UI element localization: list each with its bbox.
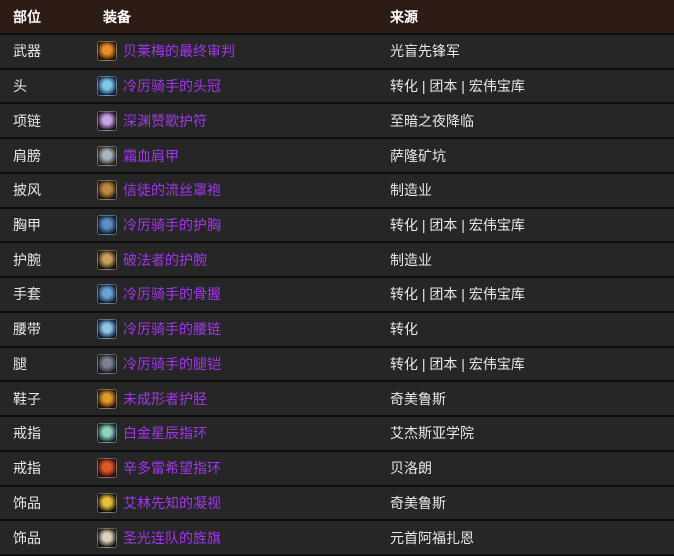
item-link[interactable]: 白金星辰指环 (123, 425, 207, 442)
slot-cell: 头 (13, 78, 27, 95)
column-header-source: 来源 (390, 8, 418, 25)
bracers-icon[interactable] (97, 249, 117, 270)
source-cell: 元首阿福扎恩 (390, 529, 474, 546)
item-link[interactable]: 冷厉骑手的腰链 (123, 321, 221, 338)
item-link[interactable]: 未成形者护胫 (123, 390, 207, 407)
item-link[interactable]: 破法者的护腕 (123, 251, 207, 268)
slot-cell: 胸甲 (13, 217, 41, 234)
slot-cell: 披风 (13, 182, 41, 199)
item-link[interactable]: 艾林先知的凝视 (123, 494, 221, 511)
item-cell: 白金星辰指环 (97, 423, 390, 444)
source-cell: 转化 | 团本 | 宏伟宝库 (390, 286, 525, 303)
slot-cell: 手套 (13, 286, 41, 303)
column-header-slot: 部位 (13, 8, 41, 25)
source-cell: 转化 | 团本 | 宏伟宝库 (390, 355, 525, 372)
item-link[interactable]: 霜血肩甲 (123, 147, 179, 164)
slot-cell: 鞋子 (13, 390, 41, 407)
column-header-item: 装备 (103, 8, 131, 25)
item-cell: 深渊赞歌护符 (97, 110, 390, 131)
slot-cell: 项链 (13, 112, 41, 129)
item-link[interactable]: 冷厉骑手的腿铠 (123, 355, 221, 372)
source-cell: 奇美鲁斯 (390, 494, 446, 511)
slot-cell: 戒指 (13, 425, 41, 442)
helm-crown-icon[interactable] (97, 76, 117, 97)
table-row: 护腕 破法者的护腕 制造业 (0, 243, 674, 279)
chest-armor-icon[interactable] (97, 215, 117, 236)
item-cell: 信徒的流丝罩袍 (97, 180, 390, 201)
item-cell: 冷厉骑手的护胸 (97, 215, 390, 236)
table-row: 手套 冷厉骑手的骨握 转化 | 团本 | 宏伟宝库 (0, 278, 674, 313)
item-link[interactable]: 冷厉骑手的头冠 (123, 78, 221, 95)
slot-cell: 腿 (13, 355, 27, 372)
item-link[interactable]: 冷厉骑手的骨握 (123, 286, 221, 303)
source-cell: 光盲先锋军 (390, 43, 460, 60)
slot-cell: 护腕 (13, 251, 41, 268)
item-cell: 艾林先知的凝视 (97, 492, 390, 513)
item-cell: 冷厉骑手的骨握 (97, 284, 390, 305)
table-row: 胸甲 冷厉骑手的护胸 转化 | 团本 | 宏伟宝库 (0, 208, 674, 244)
table-row: 武器 贝莱梅的最终审判 光盲先锋军 (0, 35, 674, 70)
source-cell: 制造业 (390, 251, 432, 268)
table-row: 头 冷厉骑手的头冠 转化 | 团本 | 宏伟宝库 (0, 69, 674, 105)
boots-icon[interactable] (97, 388, 117, 409)
table-row: 鞋子 未成形者护胫 奇美鲁斯 (0, 382, 674, 418)
item-cell: 圣光连队的旌旗 (97, 527, 390, 548)
table-row: 披风 信徒的流丝罩袍 制造业 (0, 173, 674, 209)
item-link[interactable]: 深渊赞歌护符 (123, 112, 207, 129)
source-cell: 制造业 (390, 182, 432, 199)
item-link[interactable]: 圣光连队的旌旗 (123, 529, 221, 546)
gloves-icon[interactable] (97, 284, 117, 305)
ring-icon[interactable] (97, 423, 117, 444)
belt-icon[interactable] (97, 319, 117, 340)
slot-cell: 腰带 (13, 321, 41, 338)
slot-cell: 饰品 (13, 494, 41, 511)
amulet-icon[interactable] (97, 110, 117, 131)
ring-icon[interactable] (97, 458, 117, 479)
source-cell: 转化 | 团本 | 宏伟宝库 (390, 78, 525, 95)
item-link[interactable]: 信徒的流丝罩袍 (123, 182, 221, 199)
table-header: 部位 装备 来源 (0, 0, 674, 35)
source-cell: 奇美鲁斯 (390, 390, 446, 407)
item-cell: 辛多雷希望指环 (97, 458, 390, 479)
weapon-sword-icon[interactable] (97, 41, 117, 62)
source-cell: 萨隆矿坑 (390, 147, 446, 164)
cloak-icon[interactable] (97, 180, 117, 201)
item-link[interactable]: 辛多雷希望指环 (123, 460, 221, 477)
source-cell: 艾杰斯亚学院 (390, 425, 474, 442)
source-cell: 转化 | 团本 | 宏伟宝库 (390, 217, 525, 234)
table-row: 戒指 白金星辰指环 艾杰斯亚学院 (0, 417, 674, 452)
slot-cell: 戒指 (13, 460, 41, 477)
source-cell: 至暗之夜降临 (390, 112, 474, 129)
item-cell: 未成形者护胫 (97, 388, 390, 409)
slot-cell: 肩膀 (13, 147, 41, 164)
trinket-banner-icon[interactable] (97, 527, 117, 548)
slot-cell: 饰品 (13, 529, 41, 546)
source-cell: 转化 (390, 321, 418, 338)
item-link[interactable]: 贝莱梅的最终审判 (123, 43, 235, 60)
table-row: 腿 冷厉骑手的腿铠 转化 | 团本 | 宏伟宝库 (0, 347, 674, 383)
table-row: 戒指 辛多雷希望指环 贝洛朗 (0, 451, 674, 487)
leg-armor-icon[interactable] (97, 353, 117, 374)
source-cell: 贝洛朗 (390, 460, 432, 477)
table-row: 饰品 圣光连队的旌旗 元首阿福扎恩 (0, 521, 674, 556)
trinket-eye-icon[interactable] (97, 492, 117, 513)
item-cell: 冷厉骑手的头冠 (97, 76, 390, 97)
item-link[interactable]: 冷厉骑手的护胸 (123, 217, 221, 234)
item-cell: 贝莱梅的最终审判 (97, 41, 390, 62)
item-cell: 霜血肩甲 (97, 145, 390, 166)
item-cell: 破法者的护腕 (97, 249, 390, 270)
slot-cell: 武器 (13, 43, 41, 60)
item-cell: 冷厉骑手的腰链 (97, 319, 390, 340)
table-row: 饰品 艾林先知的凝视 奇美鲁斯 (0, 486, 674, 522)
table-row: 项链 深渊赞歌护符 至暗之夜降临 (0, 104, 674, 140)
item-cell: 冷厉骑手的腿铠 (97, 353, 390, 374)
table-row: 腰带 冷厉骑手的腰链 转化 (0, 312, 674, 348)
shoulder-armor-icon[interactable] (97, 145, 117, 166)
table-row: 肩膀 霜血肩甲 萨隆矿坑 (0, 139, 674, 174)
